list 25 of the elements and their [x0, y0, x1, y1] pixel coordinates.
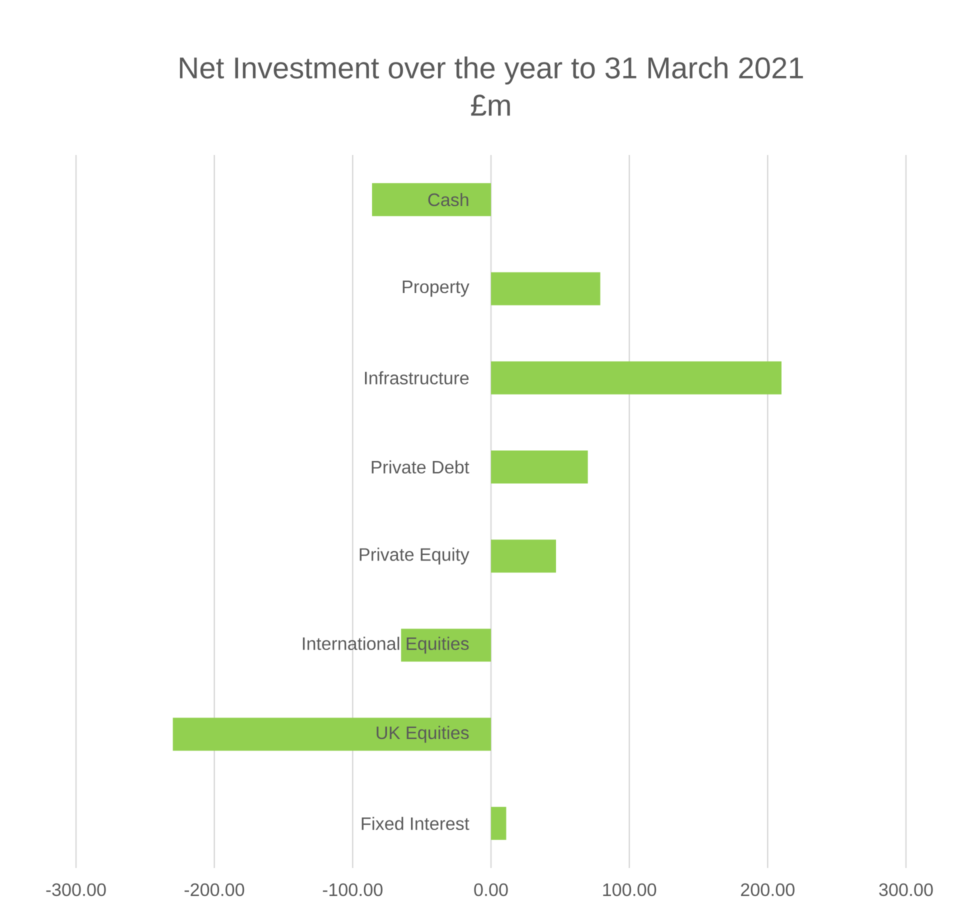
y-tick-label: Property — [402, 280, 470, 297]
x-tick-label: 200.00 — [741, 883, 794, 896]
bar — [491, 450, 588, 484]
chart-subtitle: £m — [471, 94, 510, 116]
bar — [401, 628, 491, 662]
y-tick-label: Cash — [428, 192, 468, 206]
bar — [172, 718, 491, 751]
bar — [491, 361, 782, 394]
x-tick-label: -300.00 — [46, 883, 106, 896]
x-tick-label: 300.00 — [879, 883, 933, 896]
bar — [491, 540, 556, 573]
x-tick-label: 0.00 — [474, 883, 508, 896]
x-tick-label: -200.00 — [184, 883, 244, 896]
y-tick-label: UK Equities — [376, 726, 469, 743]
y-tick-label: Private Debt — [372, 460, 470, 474]
y-tick-label: Infrastructure — [365, 371, 469, 384]
x-tick-label: 100.00 — [603, 883, 656, 896]
y-tick-label: Fixed Interest — [362, 816, 470, 830]
bar — [491, 272, 600, 306]
y-tick-label: Private Equity — [360, 548, 470, 564]
y-tick-label: International Equities — [302, 636, 469, 654]
x-tick-label: -100.00 — [322, 883, 382, 896]
bar — [372, 183, 491, 216]
chart-title: Net Investment over the year to 31 March 2021 — [180, 56, 803, 85]
bar — [491, 806, 506, 840]
